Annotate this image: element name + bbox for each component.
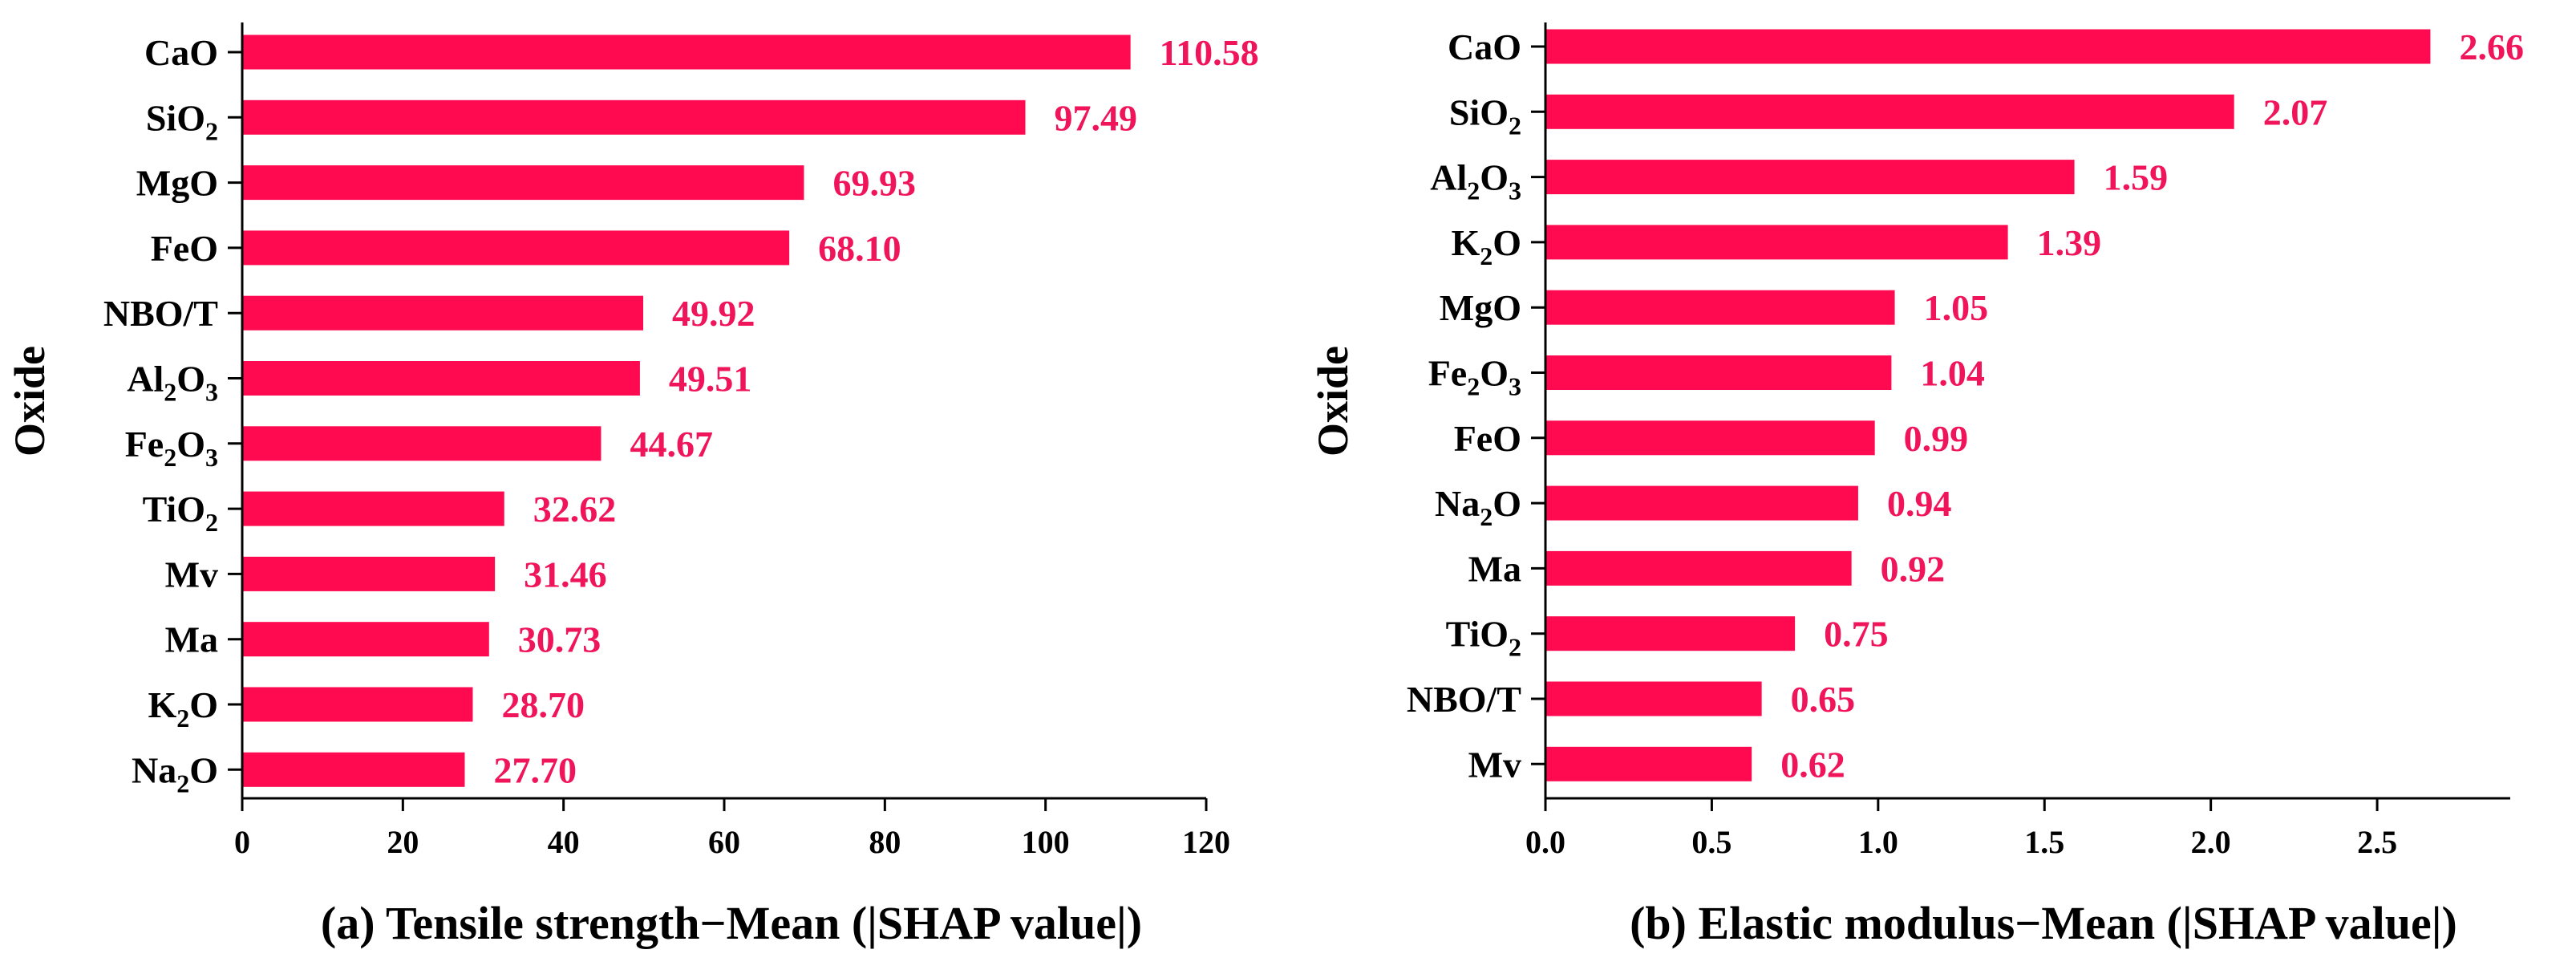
category-label-11: Mv (1468, 744, 1521, 785)
panel-b-elastic-modulus: 2.66 CaO 2.07 SiO2 1.59 Al2O3 1.39 K2O 1.05 MgO 1.… (1309, 22, 2524, 949)
bar-10 (1545, 681, 1762, 716)
value-label-4: 49.92 (672, 293, 755, 334)
panel-title: (b) Elastic modulus−Mean (|SHAP value|) (1630, 897, 2457, 949)
bar-7 (242, 491, 504, 526)
bar-5 (242, 361, 640, 396)
panel-title: (a) Tensile strength−Mean (|SHAP value|) (321, 897, 1142, 949)
bar-2 (1545, 160, 2075, 195)
category-label-9: TiO2 (1446, 614, 1521, 662)
bar-3 (1545, 225, 2008, 260)
x-tick-label-6: 120 (1182, 824, 1230, 860)
bar-7 (1545, 485, 1858, 521)
bar-0 (242, 34, 1131, 70)
bar-3 (242, 230, 790, 266)
category-label-9: Ma (165, 619, 218, 660)
bar-11 (1545, 746, 1752, 781)
x-tick-label-5: 100 (1022, 824, 1070, 860)
category-label-5: Al2O3 (127, 359, 218, 407)
bar-1 (1545, 94, 2234, 129)
y-axis-title: Oxide (1309, 346, 1357, 457)
bar-6 (242, 426, 601, 461)
value-label-11: 0.62 (1780, 744, 1845, 785)
x-tick-label-4: 80 (869, 824, 901, 860)
bar-6 (1545, 420, 1875, 456)
value-label-3: 1.39 (2037, 222, 2102, 263)
category-label-4: NBO/T (103, 293, 218, 334)
value-label-7: 0.94 (1887, 483, 1952, 524)
category-label-1: SiO2 (146, 97, 218, 145)
category-label-5: Fe2O3 (1428, 353, 1521, 401)
bar-10 (242, 687, 473, 722)
category-label-1: SiO2 (1449, 91, 1521, 140)
value-label-5: 1.04 (1920, 353, 1985, 394)
category-label-10: K2O (148, 684, 218, 733)
bar-0 (1545, 29, 2431, 64)
bar-4 (242, 295, 644, 331)
value-label-2: 1.59 (2104, 157, 2169, 198)
category-label-7: Na2O (1435, 483, 1521, 531)
value-label-10: 0.65 (1791, 679, 1856, 720)
x-tick-label-0: 0 (234, 824, 250, 860)
value-label-4: 1.05 (1924, 287, 1989, 328)
x-tick-label-1: 20 (387, 824, 419, 860)
value-label-6: 0.99 (1904, 418, 1969, 459)
bar-8 (242, 556, 496, 591)
bar-8 (1545, 550, 1852, 586)
category-label-4: MgO (1440, 287, 1521, 328)
bar-9 (1545, 616, 1796, 651)
x-tick-label-5: 2.5 (2357, 824, 2397, 860)
value-label-5: 49.51 (669, 359, 752, 400)
value-label-1: 2.07 (2263, 91, 2328, 132)
category-label-3: K2O (1451, 222, 1521, 270)
panel-a-tensile-strength: 110.58 CaO 97.49 SiO2 69.93 MgO 68.10 FeO 49.92 N… (6, 22, 1259, 949)
value-label-0: 2.66 (2459, 26, 2524, 67)
bar-9 (242, 622, 489, 657)
bar-5 (1545, 355, 1892, 390)
x-tick-label-0: 0.0 (1525, 824, 1565, 860)
value-label-9: 30.73 (518, 619, 601, 660)
category-label-0: CaO (144, 32, 218, 73)
value-label-8: 31.46 (524, 554, 607, 595)
value-label-1: 97.49 (1055, 97, 1138, 138)
x-tick-label-3: 1.5 (2024, 824, 2064, 860)
bar-1 (242, 99, 1026, 135)
category-label-11: Na2O (132, 749, 218, 797)
value-label-7: 32.62 (533, 489, 617, 530)
x-tick-label-3: 60 (708, 824, 740, 860)
category-label-3: FeO (151, 228, 218, 269)
y-axis-title: Oxide (6, 346, 54, 457)
category-label-8: Ma (1468, 548, 1521, 589)
value-label-9: 0.75 (1824, 614, 1889, 655)
x-tick-label-1: 0.5 (1691, 824, 1732, 860)
value-label-10: 28.70 (501, 684, 585, 725)
value-label-3: 68.10 (818, 228, 901, 269)
value-label-8: 0.92 (1881, 548, 1946, 589)
category-label-7: TiO2 (143, 489, 218, 537)
x-tick-label-2: 1.0 (1858, 824, 1898, 860)
bar-11 (242, 752, 465, 787)
category-label-2: MgO (136, 163, 218, 204)
category-label-6: Fe2O3 (125, 424, 218, 472)
x-tick-label-4: 2.0 (2191, 824, 2231, 860)
value-label-11: 27.70 (493, 749, 577, 790)
bar-2 (242, 165, 804, 201)
value-label-6: 44.67 (630, 424, 713, 465)
category-label-6: FeO (1454, 418, 1521, 459)
x-tick-label-2: 40 (548, 824, 580, 860)
category-label-10: NBO/T (1407, 679, 1521, 720)
bar-4 (1545, 290, 1895, 325)
category-label-0: CaO (1448, 26, 1521, 67)
value-label-0: 110.58 (1160, 32, 1259, 73)
value-label-2: 69.93 (832, 163, 916, 204)
category-label-8: Mv (165, 554, 218, 595)
category-label-2: Al2O3 (1430, 157, 1521, 205)
